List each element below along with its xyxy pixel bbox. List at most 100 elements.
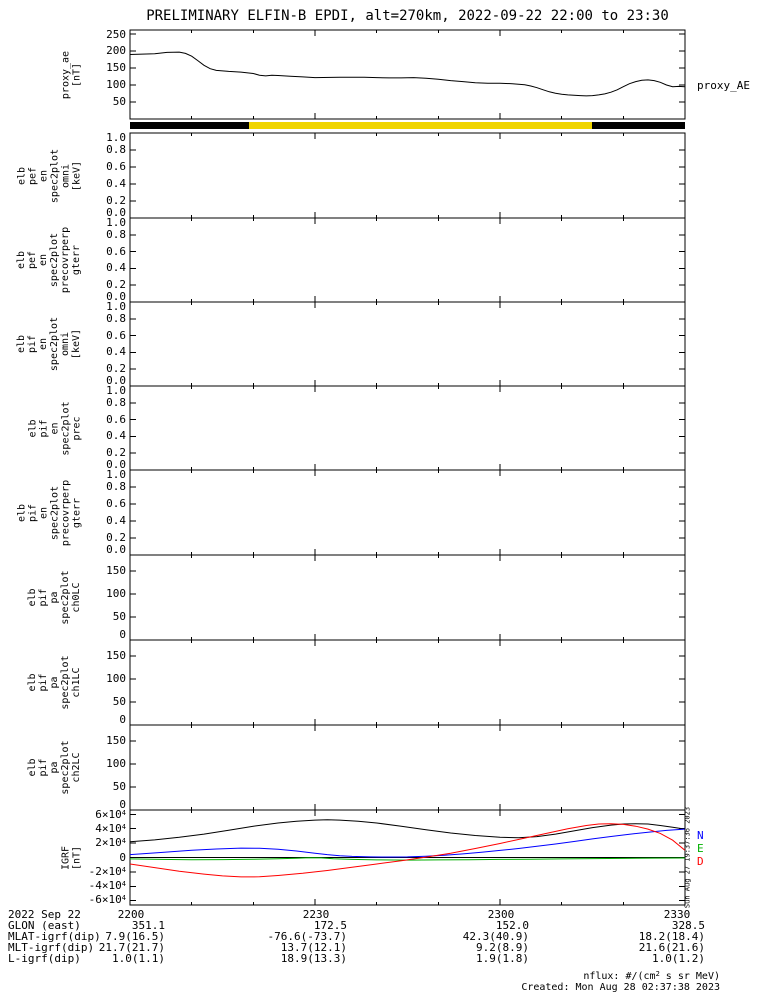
axis-label-line: elb: [27, 758, 38, 777]
axis-label-line: en: [38, 506, 49, 519]
pif-en-precovrperp-ytick-4: 0.2: [106, 531, 126, 544]
axis-label-line: ch2LC: [71, 752, 82, 783]
igrf-line-E: [130, 857, 685, 861]
proxy-ae-ytick-4: 50: [112, 95, 126, 108]
pef-en-omni-ytick-4: 0.2: [106, 194, 126, 207]
pif-en-precovrperp-ytick-3: 0.4: [106, 514, 126, 527]
table-cell-4-3: 1.0(1.2): [652, 952, 705, 965]
axis-label-line: pa: [49, 591, 60, 604]
pif-en-prec-ytick-5: 0.0: [106, 458, 126, 471]
axis-label-line: ch0LC: [71, 582, 82, 613]
pef-en-precovrperp-ytick-1: 0.8: [106, 227, 126, 241]
axis-label-line: pef: [27, 166, 38, 185]
axis-label-line: elb: [27, 588, 38, 607]
table-row-label-0: 2022 Sep 22: [8, 908, 81, 921]
pif-en-prec-axis-label: elb pif en spec2plot prec: [27, 386, 82, 470]
axis-label-line: en: [38, 253, 49, 267]
table-row-label-2: MLAT-igrf(dip): [8, 930, 101, 943]
flag-bar-segment-0: [130, 122, 250, 129]
pef-en-precovrperp-ytick-2: 0.6: [106, 244, 126, 258]
pif-pa-ch1lc-ytick-3: 0: [119, 713, 126, 726]
axis-label-line: gterr: [71, 497, 82, 528]
pef-en-omni-ytick-1: 0.8: [106, 143, 126, 156]
pif-en-omni-ytick-4: 0.2: [106, 362, 126, 376]
pif-en-omni-axis-label: elb pif en spec2plot omni [keV]: [16, 302, 82, 386]
axis-label-line: spec2plot: [49, 232, 60, 288]
pif-pa-ch1lc-axis-label: elb pif pa spec2plot ch1LC: [27, 640, 82, 725]
axis-label-line: spec2plot: [49, 485, 60, 540]
table-cell-4-0: 1.0(1.1): [112, 952, 165, 965]
pef-en-omni-ytick-3: 0.4: [106, 177, 126, 190]
axis-label-line: spec2plot: [60, 570, 71, 625]
panel-pif-en-prec: [129, 385, 686, 471]
pef-en-precovrperp-ytick-4: 0.2: [106, 278, 126, 292]
axis-label-line: proxy_ae: [60, 50, 71, 99]
axis-label-line: pif: [38, 758, 49, 777]
axis-label-line: spec2plot: [60, 400, 71, 456]
table-row-label-3: MLT-igrf(dip): [8, 941, 95, 954]
panel-pif-en-precovrperp: [129, 469, 686, 556]
text-segment: nflux: #/(cm: [583, 971, 656, 982]
table-cell-0-1: 2230: [302, 908, 330, 921]
pif-pa-ch1lc-ytick-2: 50: [112, 695, 126, 709]
axis-label-line: en: [38, 337, 49, 351]
render-timestamp-vertical: Sun Aug 27 19:37:36 2023: [683, 806, 692, 909]
igrf-right-label-1: E: [697, 842, 704, 855]
axis-label-line: elb: [16, 334, 27, 354]
axis-label-line: omni: [60, 163, 71, 188]
axis-label-line: elb: [16, 250, 27, 270]
axis-label-line: elb: [16, 166, 27, 185]
panel-proxy-ae: [129, 29, 686, 120]
pif-pa-ch0lc-ytick-2: 50: [112, 610, 126, 624]
pef-en-precovrperp-ytick-5: 0.0: [106, 290, 126, 303]
axis-label-line: [nT]: [71, 845, 82, 870]
pif-en-omni-ytick-5: 0.0: [106, 374, 126, 387]
table-cell-1-3: 328.5: [671, 919, 705, 932]
panel-pif-pa-ch0lc: [129, 554, 686, 641]
superscript: 4: [121, 880, 126, 889]
flag-bar-segment-1: [249, 122, 592, 129]
axis-label-line: [keV]: [71, 328, 82, 360]
pif-pa-ch0lc-axis-label: elb pif pa spec2plot ch0LC: [27, 555, 82, 640]
proxy-ae-axis-label: proxy_ae [nT]: [60, 30, 82, 119]
igrf-right-label-0: N: [697, 829, 704, 842]
table-cell-0-2: 2300: [487, 908, 515, 921]
pif-en-omni-ytick-0: 1.0: [106, 300, 126, 313]
superscript: 4: [121, 894, 126, 902]
pif-en-prec-ytick-3: 0.4: [106, 429, 126, 443]
table-cell-3-1: 13.7(12.1): [280, 941, 347, 954]
pef-en-omni-ytick-2: 0.6: [106, 160, 126, 173]
table-cell-1-0: 351.1: [131, 919, 165, 932]
pef-en-precovrperp-axis-label: elb pef en spec2plot precovrperp gterr: [16, 218, 82, 302]
axis-label-line: [nT]: [71, 62, 82, 87]
table-cell-4-2: 1.9(1.8): [476, 952, 529, 965]
axis-label-line: pif: [38, 588, 49, 607]
igrf-axis-label: IGRF [nT]: [60, 810, 82, 905]
proxy-ae-ytick-1: 200: [106, 44, 126, 58]
pif-en-precovrperp-ytick-0: 1.0: [106, 468, 126, 481]
axis-label-line: spec2plot: [49, 148, 60, 203]
pif-pa-ch2lc-ytick-0: 150: [106, 734, 126, 748]
axis-label-line: pif: [38, 673, 49, 692]
table-cell-1-1: 172.5: [313, 919, 347, 932]
axis-label-line: pef: [27, 250, 38, 270]
proxy-ae-right-label-0: proxy_AE: [697, 79, 750, 92]
axis-label-line: pif: [27, 503, 38, 522]
panel-pif-en-omni: [129, 301, 686, 387]
pif-en-precovrperp-ytick-5: 0.0: [106, 543, 126, 556]
pif-pa-ch0lc-ytick-0: 150: [106, 564, 126, 578]
axis-label-line: spec2plot: [60, 740, 71, 795]
igrf-line-N: [130, 828, 685, 858]
text-segment: 2×10: [95, 836, 122, 850]
text-segment: s sr MeV): [659, 971, 720, 982]
axis-label-line: [keV]: [71, 160, 82, 191]
pif-pa-ch0lc-ytick-1: 100: [106, 587, 126, 601]
proxy-ae-ytick-3: 100: [106, 78, 126, 92]
proxy-ae-ytick-2: 150: [106, 61, 126, 75]
pif-pa-ch2lc-axis-label: elb pif pa spec2plot ch2LC: [27, 725, 82, 810]
pif-en-prec-ytick-4: 0.2: [106, 446, 126, 460]
pef-en-precovrperp-ytick-0: 1.0: [106, 216, 126, 229]
axis-label-line: en: [49, 421, 60, 435]
